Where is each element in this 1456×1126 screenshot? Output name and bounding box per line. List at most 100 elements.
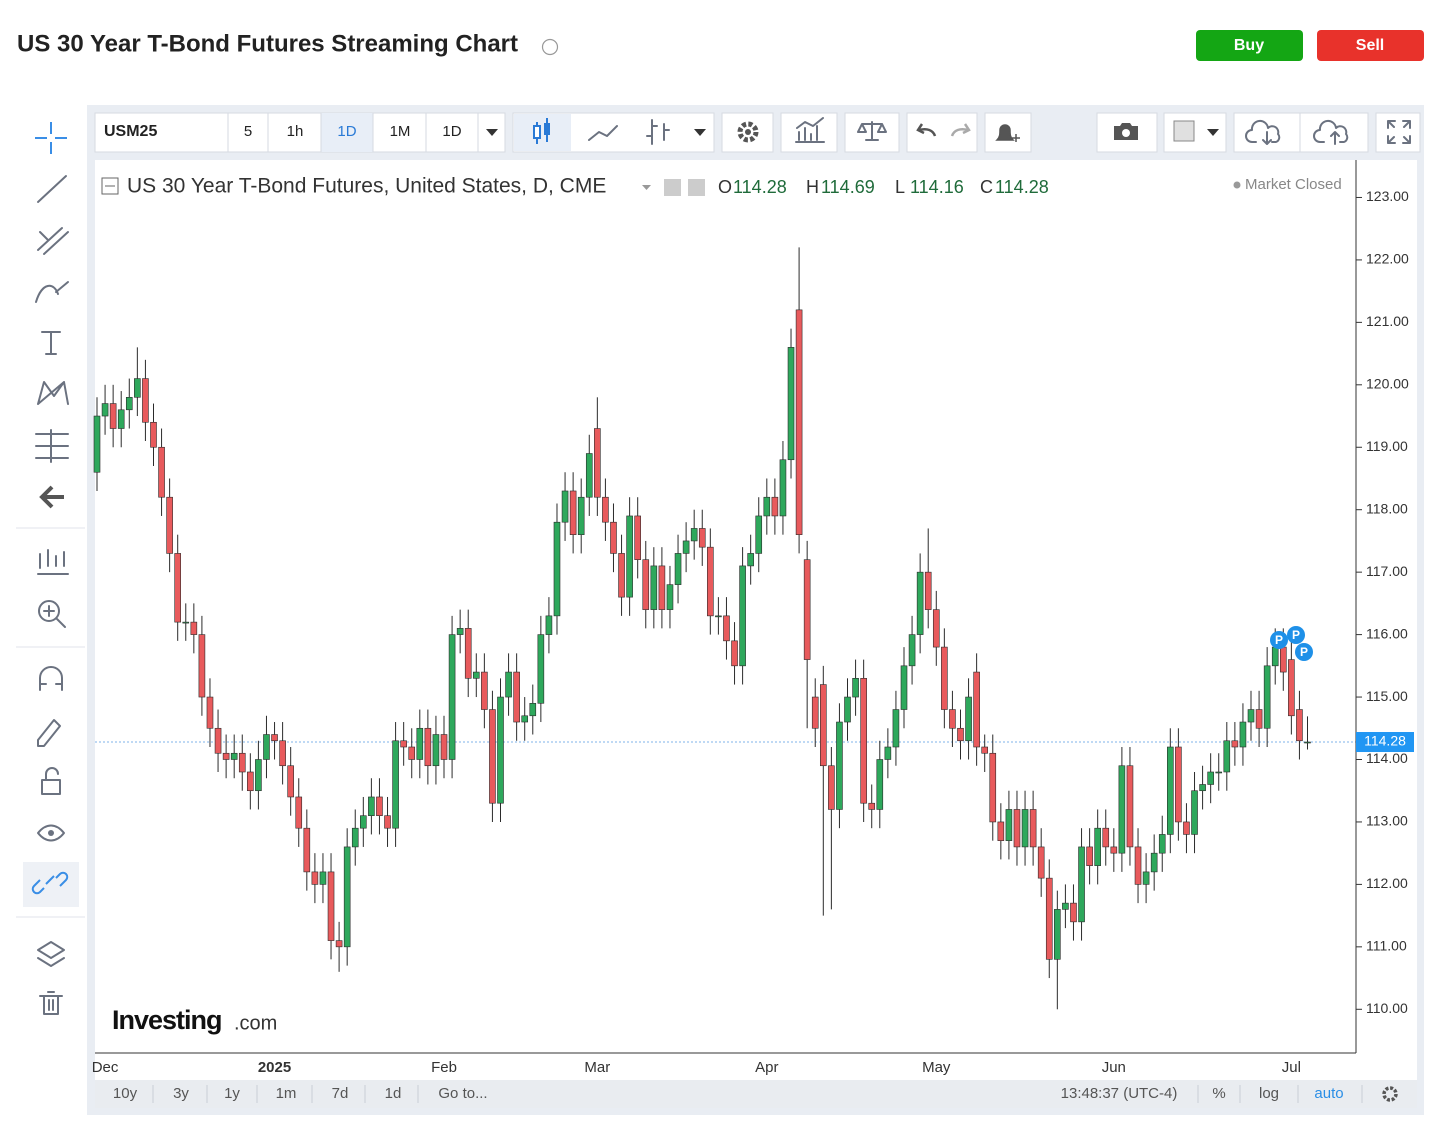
crosshair-tool[interactable] bbox=[35, 122, 67, 154]
logo-brand: Investing bbox=[112, 1005, 222, 1035]
svg-text:P: P bbox=[1275, 633, 1283, 647]
back-tool[interactable] bbox=[39, 485, 64, 509]
interval-button[interactable]: 1h bbox=[287, 123, 304, 140]
candle-body bbox=[868, 802, 876, 810]
info-icon[interactable] bbox=[541, 38, 559, 56]
bar-type-button[interactable] bbox=[646, 119, 670, 145]
log-toggle[interactable]: log bbox=[1259, 1085, 1279, 1102]
candle-body bbox=[1102, 827, 1110, 848]
candle-body bbox=[1013, 809, 1021, 848]
fib-tool[interactable] bbox=[37, 227, 69, 255]
candle-body bbox=[489, 709, 496, 804]
legend-visibility[interactable] bbox=[664, 179, 681, 196]
percent-toggle[interactable]: % bbox=[1212, 1085, 1225, 1102]
link-tool-active[interactable] bbox=[23, 862, 79, 907]
candle-body bbox=[456, 628, 464, 635]
candle-body bbox=[497, 696, 504, 804]
ohlc-key: L bbox=[895, 177, 905, 197]
settings-button[interactable] bbox=[737, 121, 759, 143]
candle-body bbox=[682, 540, 690, 554]
clock: 13:48:37 (UTC-4) bbox=[1061, 1085, 1178, 1102]
line-type-button[interactable] bbox=[588, 125, 618, 141]
symbol-input[interactable]: USM25 bbox=[104, 123, 157, 140]
magnet-tool[interactable] bbox=[39, 666, 63, 691]
candle-body bbox=[1183, 821, 1190, 835]
goto-button[interactable]: Go to... bbox=[438, 1085, 487, 1102]
sell-button[interactable] bbox=[1317, 30, 1424, 61]
legend-settings[interactable] bbox=[688, 179, 705, 196]
color-button[interactable] bbox=[1173, 120, 1195, 142]
interval-dropdown[interactable] bbox=[486, 129, 498, 136]
market-status: Market Closed bbox=[1245, 176, 1342, 193]
candle-body bbox=[779, 459, 787, 517]
range-button[interactable]: 7d bbox=[332, 1085, 349, 1102]
redo-button[interactable] bbox=[950, 123, 971, 137]
indicators-button[interactable] bbox=[795, 117, 825, 143]
candle-body bbox=[376, 796, 383, 816]
logo-suffix: .com bbox=[234, 1012, 277, 1034]
range-button[interactable]: 1d bbox=[385, 1085, 402, 1102]
line-tool[interactable] bbox=[37, 175, 67, 203]
load-button[interactable] bbox=[1245, 119, 1281, 145]
y-tick-label: 119.00 bbox=[1366, 438, 1408, 454]
interval-button[interactable]: 1D bbox=[442, 123, 461, 140]
candle-body bbox=[1142, 871, 1150, 885]
unlock-tool[interactable] bbox=[41, 779, 61, 795]
x-tick-label: May bbox=[922, 1059, 951, 1076]
lock-drawing-tool[interactable] bbox=[37, 719, 61, 747]
buy-button[interactable] bbox=[1196, 30, 1303, 61]
candle-body bbox=[973, 671, 980, 748]
measure-tool[interactable] bbox=[37, 549, 69, 575]
y-tick-label: 117.00 bbox=[1366, 563, 1408, 579]
interval-button[interactable]: 5 bbox=[244, 123, 252, 140]
position-markers[interactable]: P P P bbox=[1270, 626, 1313, 661]
type-dropdown[interactable] bbox=[694, 129, 706, 136]
candle-body bbox=[93, 415, 101, 473]
candle-type-button[interactable] bbox=[533, 125, 541, 139]
candle-body bbox=[319, 871, 327, 885]
ohlc-value: 114.69 bbox=[821, 177, 875, 197]
text-tool[interactable] bbox=[41, 331, 61, 355]
candle-body bbox=[650, 565, 658, 610]
candle-body bbox=[1255, 709, 1263, 729]
candle-body bbox=[481, 671, 488, 710]
candle-body bbox=[577, 496, 585, 535]
candle-body bbox=[707, 546, 714, 617]
candle-body bbox=[360, 815, 367, 829]
alert-button[interactable] bbox=[995, 124, 1020, 142]
axis-settings[interactable] bbox=[1382, 1086, 1398, 1102]
delete-tool[interactable] bbox=[39, 991, 63, 1015]
candle-body bbox=[739, 565, 746, 667]
legend-ohlc: O 114.28 H 114.69 L 114.16 C 114.28 bbox=[718, 177, 1049, 197]
zoom-tool[interactable] bbox=[38, 600, 60, 622]
candle-body bbox=[1070, 902, 1077, 923]
candle-body bbox=[965, 696, 972, 742]
range-button[interactable]: 1y bbox=[224, 1085, 240, 1102]
visibility-tool[interactable] bbox=[37, 824, 65, 842]
interval-button[interactable]: 1D bbox=[337, 123, 356, 140]
candle-body bbox=[1110, 846, 1118, 854]
candle-body bbox=[303, 827, 311, 873]
range-button[interactable]: 3y bbox=[173, 1085, 189, 1102]
candle-body bbox=[1296, 709, 1303, 742]
projection-tool[interactable] bbox=[35, 429, 69, 463]
range-button[interactable]: 1m bbox=[276, 1085, 297, 1102]
compare-button[interactable] bbox=[857, 121, 887, 141]
pattern-tool[interactable] bbox=[37, 381, 69, 405]
brush-tool[interactable] bbox=[35, 281, 69, 303]
active-interval bbox=[321, 113, 373, 152]
ohlc-key: C bbox=[980, 177, 993, 197]
range-button[interactable]: 10y bbox=[113, 1085, 138, 1102]
interval-button[interactable]: 1M bbox=[390, 123, 411, 140]
auto-toggle[interactable]: auto bbox=[1314, 1085, 1343, 1102]
fullscreen-button[interactable] bbox=[1387, 120, 1411, 144]
candle-body bbox=[626, 515, 633, 598]
save-button[interactable] bbox=[1313, 119, 1349, 145]
candle-body bbox=[1191, 790, 1198, 835]
candle-body bbox=[384, 815, 391, 829]
candle-body bbox=[1199, 784, 1206, 792]
undo-button[interactable] bbox=[916, 123, 937, 137]
candle-body bbox=[771, 496, 779, 517]
layers-tool[interactable] bbox=[37, 941, 65, 967]
plot bbox=[93, 196, 1362, 1010]
